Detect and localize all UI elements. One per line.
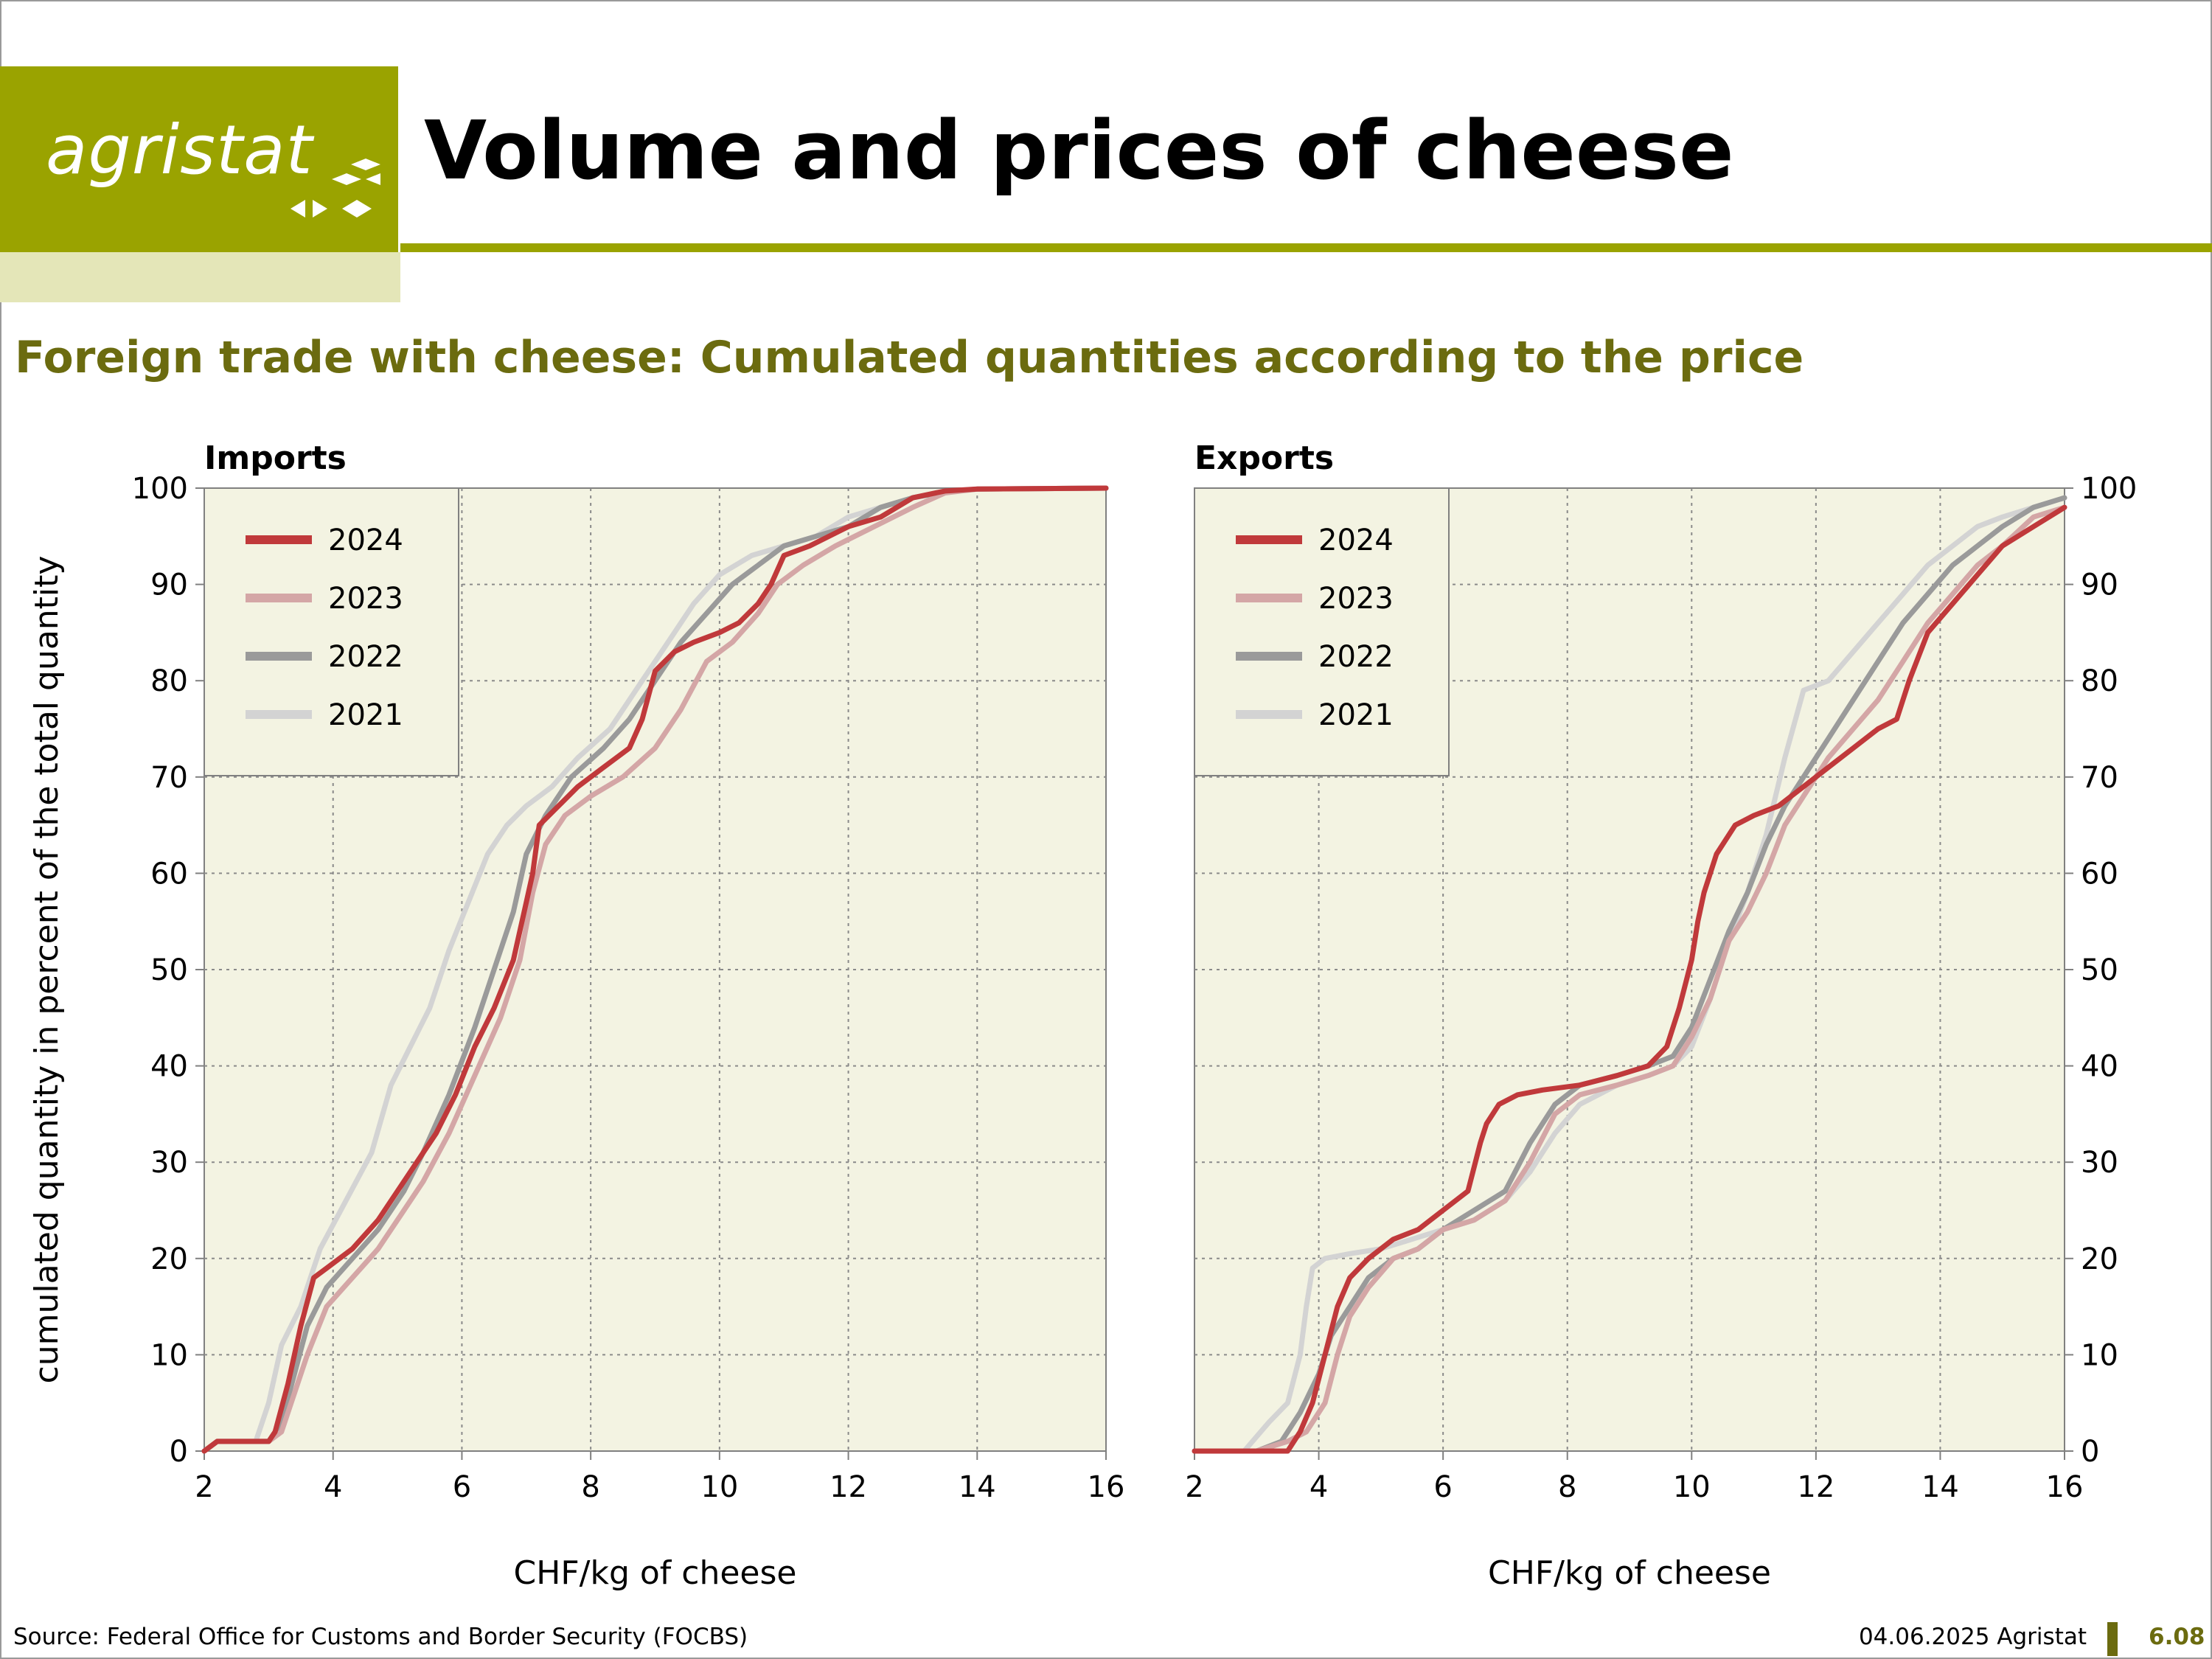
exports-x-axis-label: CHF/kg of cheese: [1488, 1554, 1771, 1592]
title-rule: [400, 243, 2212, 252]
exports-x-tick-label: 6: [1433, 1470, 1452, 1504]
imports-legend-label-2022: 2022: [328, 640, 403, 674]
imports-y-tick-label: 80: [150, 664, 188, 698]
imports-x-tick-label: 2: [195, 1470, 213, 1504]
exports-series-2023: [1192, 504, 2067, 1454]
footer-date: 04.06.2025 Agristat: [1858, 1624, 2087, 1650]
imports-panel-title: Imports: [204, 439, 347, 477]
exports-y-tick-label: 80: [2081, 664, 2118, 698]
page-title: Volume and prices of cheese: [424, 103, 1734, 198]
exports-panel-title: Exports: [1194, 439, 1334, 477]
logo-wordmark: agristat: [46, 111, 313, 189]
exports-y-tick-label: 10: [2081, 1338, 2118, 1372]
exports-x-tick-label: 10: [1673, 1470, 1711, 1504]
logo-diamonds-icon: [291, 159, 380, 218]
exports-y-tick-label: 100: [2081, 472, 2137, 506]
exports-legend-label-2023: 2023: [1318, 582, 1394, 616]
imports-x-tick-label: 14: [959, 1470, 996, 1504]
imports-series-2023: [201, 485, 1109, 1454]
imports-y-tick-label: 70: [150, 761, 188, 795]
imports-y-tick-label: 30: [150, 1146, 188, 1180]
exports-y-tick-label: 20: [2081, 1242, 2118, 1276]
exports-y-tick-label: 90: [2081, 568, 2118, 602]
exports-series-2022: [1192, 495, 2067, 1454]
imports-legend-label-2024: 2024: [328, 524, 403, 557]
exports-legend-label-2024: 2024: [1318, 524, 1394, 557]
footer-divider: [2107, 1622, 2118, 1656]
exports-legend-label-2021: 2021: [1318, 698, 1394, 732]
chart-subtitle: Foreign trade with cheese: Cumulated qua…: [15, 332, 1804, 383]
exports-y-tick-label: 0: [2081, 1435, 2099, 1469]
imports-x-tick-label: 10: [700, 1470, 738, 1504]
imports-y-tick-label: 10: [150, 1338, 188, 1372]
imports-y-tick-label: 60: [150, 857, 188, 891]
charts-canvas: 2 4 6 8 10 12 14 160102030405060708090100Import…: [28, 439, 2137, 1592]
exports-x-tick-label: 16: [2046, 1470, 2084, 1504]
exports-x-tick-label: 4: [1310, 1470, 1328, 1504]
logo-box: [0, 66, 398, 252]
exports-x-tick-label: 2: [1185, 1470, 1203, 1504]
footer-page-number: 6.08: [2149, 1624, 2205, 1650]
imports-legend-label-2021: 2021: [328, 698, 403, 732]
logo-underlay: [0, 252, 400, 302]
imports-series-2021: [201, 485, 1109, 1454]
footer-source: Source: Federal Office for Customs and B…: [13, 1624, 748, 1650]
exports-series-2024: [1192, 504, 2067, 1454]
imports-x-tick-label: 4: [324, 1470, 342, 1504]
imports-y-tick-label: 90: [150, 568, 188, 602]
imports-legend-label-2023: 2023: [328, 582, 403, 616]
imports-y-tick-label: 100: [132, 472, 188, 506]
exports-x-tick-label: 12: [1797, 1470, 1834, 1504]
imports-series-2024: [201, 485, 1109, 1454]
imports-x-tick-label: 12: [830, 1470, 867, 1504]
exports-y-tick-label: 50: [2081, 953, 2118, 987]
imports-x-tick-label: 6: [453, 1470, 471, 1504]
imports-y-tick-label: 0: [170, 1435, 188, 1469]
exports-y-tick-label: 70: [2081, 761, 2118, 795]
exports-y-tick-label: 30: [2081, 1146, 2118, 1180]
exports-y-tick-label: 40: [2081, 1050, 2118, 1084]
imports-y-tick-label: 50: [150, 953, 188, 987]
imports-x-tick-label: 8: [581, 1470, 599, 1504]
exports-x-tick-label: 14: [1921, 1470, 1959, 1504]
imports-x-tick-label: 16: [1088, 1470, 1125, 1504]
imports-x-axis-label: CHF/kg of cheese: [514, 1554, 797, 1592]
imports-y-axis-label: cumulated quantity in percent of the tot…: [28, 556, 66, 1384]
imports-y-tick-label: 20: [150, 1242, 188, 1276]
exports-legend-label-2022: 2022: [1318, 640, 1394, 674]
imports-y-tick-label: 40: [150, 1050, 188, 1084]
exports-y-tick-label: 60: [2081, 857, 2118, 891]
exports-x-tick-label: 8: [1558, 1470, 1576, 1504]
